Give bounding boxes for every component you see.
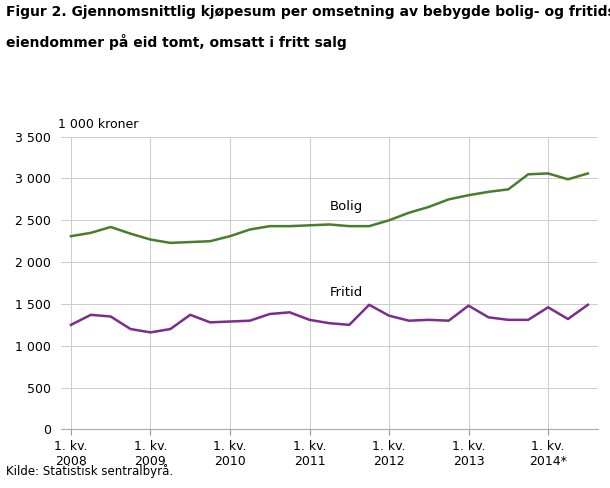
Text: Fritid: Fritid — [329, 286, 363, 299]
Text: Kilde: Statistisk sentralbyrå.: Kilde: Statistisk sentralbyrå. — [6, 464, 173, 478]
Text: 1 000 kroner: 1 000 kroner — [59, 118, 138, 131]
Text: Bolig: Bolig — [329, 200, 363, 213]
Text: Figur 2. Gjennomsnittlig kjøpesum per omsetning av bebygde bolig- og fritids-: Figur 2. Gjennomsnittlig kjøpesum per om… — [6, 5, 610, 19]
Text: eiendommer på eid tomt, omsatt i fritt salg: eiendommer på eid tomt, omsatt i fritt s… — [6, 34, 347, 50]
